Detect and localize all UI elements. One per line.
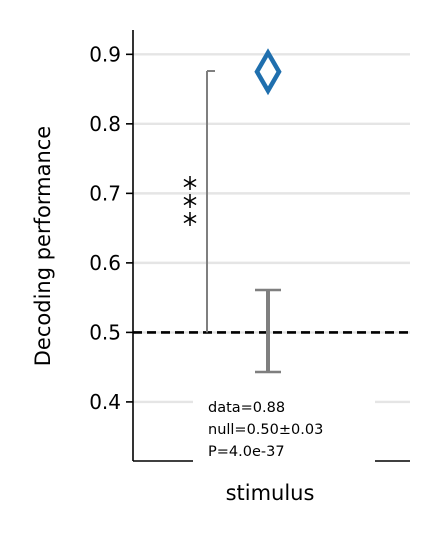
significance-stars — [183, 176, 197, 226]
y-tick-label: 0.7 — [89, 181, 121, 205]
stats-box — [193, 391, 375, 467]
y-tick-label: 0.9 — [89, 42, 121, 66]
y-tick-label: 0.8 — [89, 112, 121, 136]
star-stroke — [183, 196, 197, 206]
star-stroke — [183, 214, 197, 224]
star-stroke — [183, 178, 197, 188]
y-axis-label: Decoding performance — [31, 126, 55, 366]
y-tick-label: 0.5 — [89, 320, 121, 344]
y-tick-label: 0.4 — [89, 390, 121, 414]
stats-line-p-value: P=4.0e-37 — [208, 444, 285, 460]
stats-line-data: data=0.88 — [208, 400, 285, 416]
data-diamond-marker — [254, 48, 282, 96]
grid-lines — [133, 53, 410, 404]
significance-star — [183, 194, 197, 208]
stats-line-null: null=0.50±0.03 — [208, 422, 323, 438]
significance-star — [183, 176, 197, 190]
y-ticks: 0.4 0.5 0.6 0.7 0.8 0.9 — [89, 42, 133, 414]
significance-star — [183, 212, 197, 226]
y-tick-label: 0.6 — [89, 251, 121, 275]
chart-marks — [133, 48, 410, 374]
x-axis-label: stimulus — [226, 481, 315, 505]
